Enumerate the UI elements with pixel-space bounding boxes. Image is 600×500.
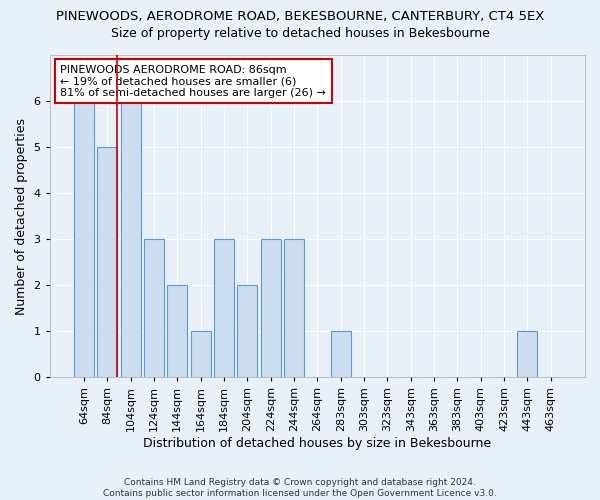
- Bar: [144, 239, 164, 378]
- Bar: [121, 101, 140, 377]
- Bar: [191, 331, 211, 378]
- Bar: [284, 239, 304, 378]
- Text: PINEWOODS, AERODROME ROAD, BEKESBOURNE, CANTERBURY, CT4 5EX: PINEWOODS, AERODROME ROAD, BEKESBOURNE, …: [56, 10, 544, 23]
- Bar: [214, 239, 234, 378]
- Bar: [261, 239, 281, 378]
- Bar: [74, 101, 94, 377]
- Bar: [331, 331, 350, 378]
- Y-axis label: Number of detached properties: Number of detached properties: [15, 118, 28, 314]
- Bar: [97, 147, 117, 378]
- Text: PINEWOODS AERODROME ROAD: 86sqm
← 19% of detached houses are smaller (6)
81% of : PINEWOODS AERODROME ROAD: 86sqm ← 19% of…: [61, 64, 326, 98]
- Bar: [167, 285, 187, 378]
- Bar: [517, 331, 538, 378]
- Text: Contains HM Land Registry data © Crown copyright and database right 2024.
Contai: Contains HM Land Registry data © Crown c…: [103, 478, 497, 498]
- X-axis label: Distribution of detached houses by size in Bekesbourne: Distribution of detached houses by size …: [143, 437, 491, 450]
- Text: Size of property relative to detached houses in Bekesbourne: Size of property relative to detached ho…: [110, 28, 490, 40]
- Bar: [238, 285, 257, 378]
